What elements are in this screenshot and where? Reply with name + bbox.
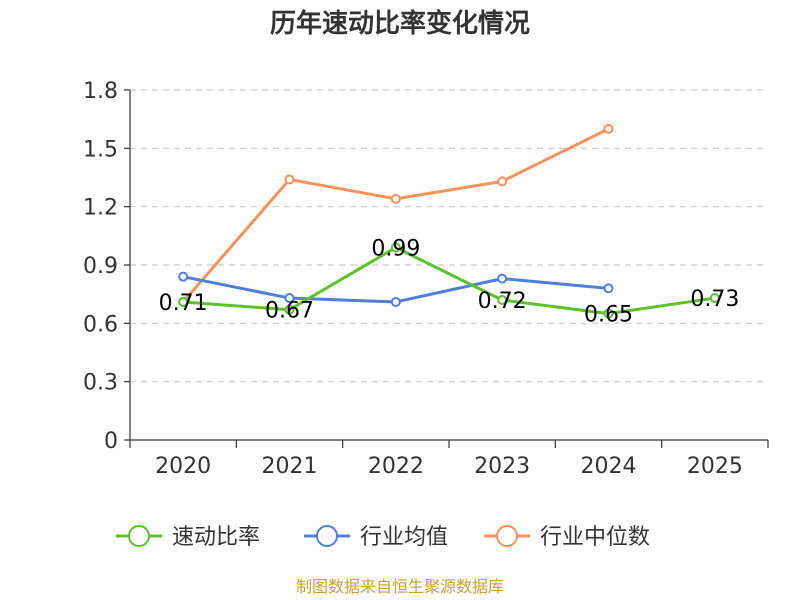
data-point[interactable] [390, 242, 401, 253]
axes: 0 0.3 0.6 0.9 1.2 1.5 1.8 2020 2021 2022 2023 2024 2… [83, 79, 769, 479]
data-point[interactable] [284, 304, 295, 315]
legend-item-1[interactable]: 行业均值 [304, 525, 448, 550]
x-tick-label: 2024 [581, 454, 637, 479]
series-lines [178, 123, 720, 319]
series-line-2[interactable] [181, 127, 610, 304]
x-tick-label: 2023 [474, 454, 530, 479]
data-label: 0.67 [265, 299, 314, 324]
data-point[interactable] [284, 293, 295, 304]
source-note: 制图数据来自恒生聚源数据库 [296, 577, 504, 596]
data-label: 0.73 [690, 287, 739, 312]
y-tick-label: 1.5 [83, 137, 118, 162]
data-label: 0.65 [584, 303, 633, 328]
data-point[interactable] [497, 273, 508, 284]
y-tick-label: 0.9 [83, 254, 118, 279]
y-tick-label: 1.2 [83, 196, 118, 221]
data-point[interactable] [178, 271, 189, 282]
data-point[interactable] [603, 283, 614, 294]
grid-lines [130, 89, 768, 383]
data-label: 0.72 [478, 289, 527, 314]
legend-swatch-marker [496, 525, 518, 547]
series-line-0[interactable] [181, 246, 717, 316]
data-label: 0.99 [371, 237, 420, 262]
y-tick-label: 0.6 [83, 312, 118, 337]
legend[interactable]: 速动比率 行业均值 行业中位数 [116, 525, 650, 550]
data-point[interactable] [497, 295, 508, 305]
legend-item-0[interactable]: 速动比率 [116, 525, 260, 550]
x-tick-label: 2022 [368, 454, 424, 479]
y-tick-label: 1.8 [83, 79, 118, 104]
data-point[interactable] [603, 123, 614, 134]
chart-title: 历年速动比率变化情况 [270, 8, 530, 39]
data-point[interactable] [709, 293, 720, 304]
y-tick-label: 0 [104, 429, 118, 454]
legend-label: 行业均值 [360, 525, 448, 550]
y-tick-label: 0.3 [83, 371, 118, 396]
data-point[interactable] [390, 296, 401, 307]
data-point[interactable] [178, 296, 189, 307]
legend-swatch-marker [316, 525, 338, 547]
data-point[interactable] [603, 308, 614, 319]
data-label: 0.71 [159, 291, 208, 316]
x-tick-label: 2025 [687, 454, 743, 479]
legend-label: 速动比率 [172, 525, 260, 550]
x-tick-label: 2020 [155, 454, 211, 479]
legend-item-2[interactable]: 行业中位数 [484, 525, 650, 550]
data-labels: 0.71 0.67 0.99 0.72 0.65 0.73 [159, 237, 740, 328]
legend-swatch-marker [128, 525, 150, 547]
data-point[interactable] [497, 176, 508, 187]
data-point[interactable] [284, 174, 295, 185]
x-tick-label: 2021 [262, 454, 318, 479]
legend-label: 行业中位数 [540, 525, 650, 550]
data-point[interactable] [390, 193, 401, 204]
